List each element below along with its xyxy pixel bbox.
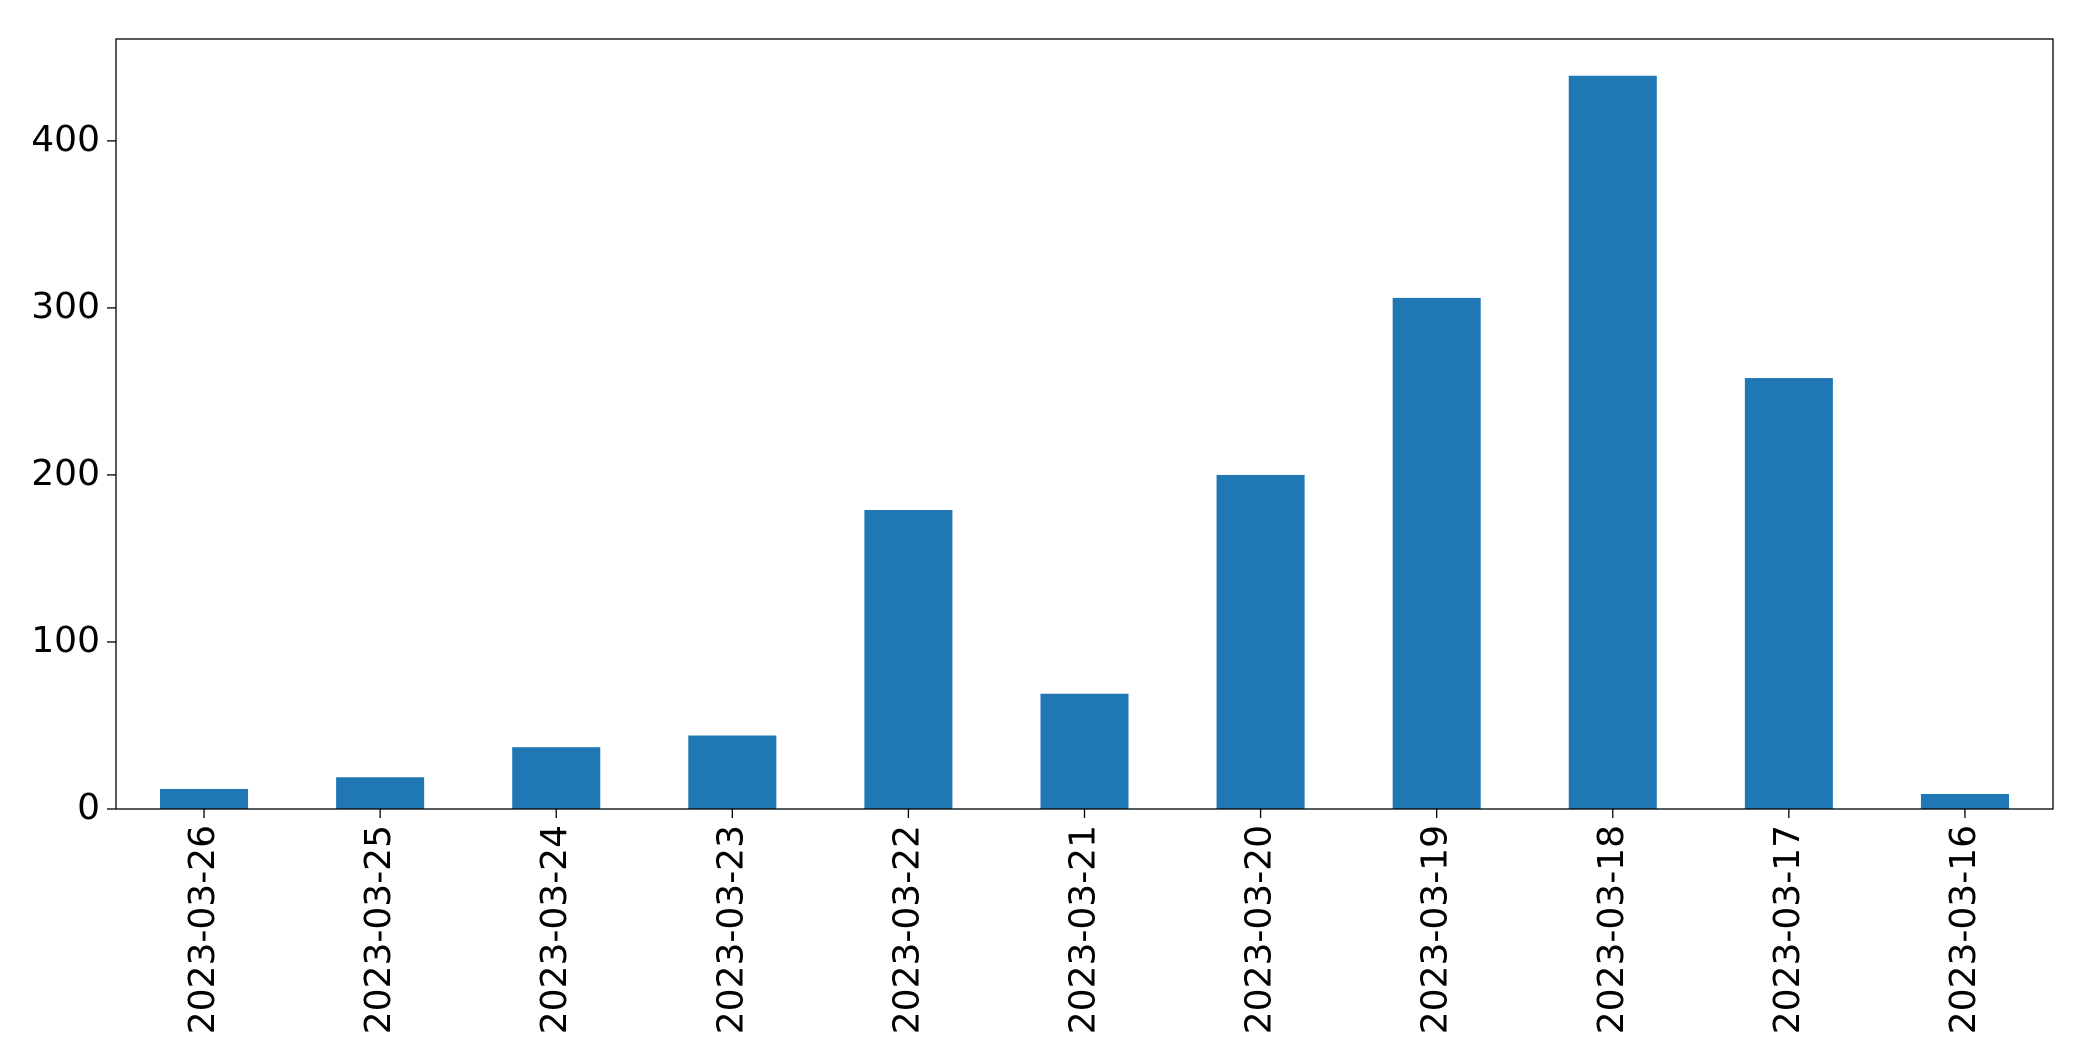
x-tick-label: 2023-03-21 [1063,825,1104,1034]
bar [512,747,601,809]
bar [1040,693,1129,809]
y-tick-label: 400 [31,119,100,160]
x-tick-label: 2023-03-26 [182,825,223,1034]
bar [688,735,777,809]
x-tick-label: 2023-03-24 [534,825,575,1034]
x-tick-label: 2023-03-25 [358,825,399,1034]
y-tick-label: 200 [31,453,100,494]
x-tick-label: 2023-03-22 [886,825,927,1034]
y-tick-label: 100 [31,620,100,661]
x-tick-label: 2023-03-19 [1415,825,1456,1034]
bar [1920,793,2009,809]
bar [864,510,953,809]
bar [1744,378,1833,809]
bar [160,788,249,809]
bar [336,777,425,809]
x-tick-label: 2023-03-18 [1591,825,1632,1034]
bar [1568,75,1657,809]
y-tick-label: 300 [31,286,100,327]
bar [1392,297,1481,809]
x-tick-label: 2023-03-20 [1239,825,1280,1034]
x-tick-label: 2023-03-16 [1943,825,1984,1034]
x-tick-label: 2023-03-23 [710,825,751,1034]
plot-frame [115,38,2054,810]
bar [1216,474,1305,809]
y-tick-label: 0 [77,787,100,828]
x-tick-label: 2023-03-17 [1767,825,1808,1034]
